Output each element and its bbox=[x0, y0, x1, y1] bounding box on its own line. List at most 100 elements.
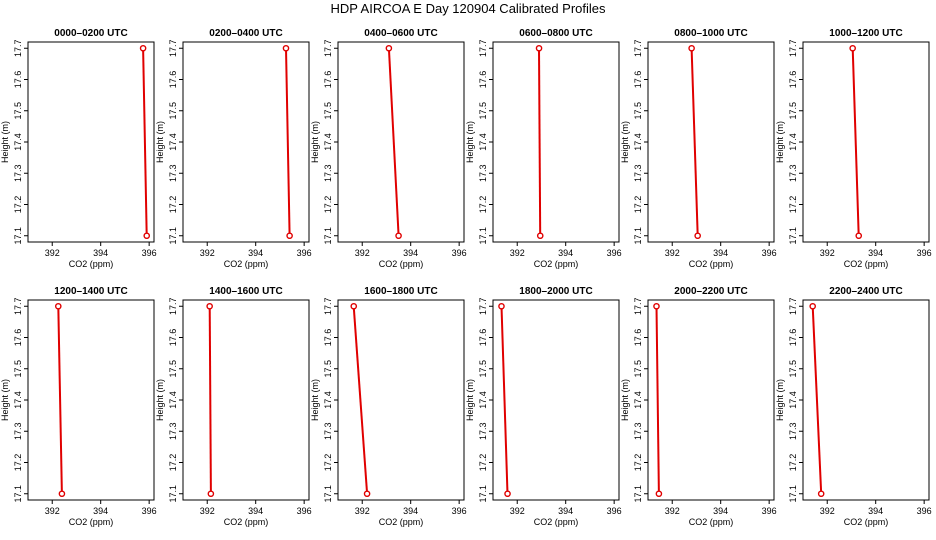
data-point-marker bbox=[207, 490, 215, 498]
data-point-marker bbox=[535, 44, 543, 52]
y-tick-label: 17.1 bbox=[478, 227, 488, 245]
x-tick-label: 394 bbox=[93, 248, 108, 258]
profile-line bbox=[538, 48, 542, 236]
y-tick-label: 17.1 bbox=[788, 227, 798, 245]
data-point-marker bbox=[143, 232, 151, 240]
plot-frame bbox=[492, 41, 620, 243]
y-tick-label: 17.3 bbox=[478, 164, 488, 182]
y-tick-label: 17.2 bbox=[168, 454, 178, 472]
y-tick-label: 17.5 bbox=[168, 102, 178, 120]
y-tick-label: 17.5 bbox=[788, 360, 798, 378]
data-point-marker bbox=[817, 490, 825, 498]
y-tick-label: 17.3 bbox=[633, 422, 643, 440]
data-point-marker bbox=[855, 232, 863, 240]
y-tick-label: 17.4 bbox=[633, 391, 643, 409]
y-axis-label: Height (m) bbox=[465, 379, 475, 421]
x-tick-label: 392 bbox=[820, 248, 835, 258]
panel-title: 2200–2400 UTC bbox=[829, 286, 902, 297]
data-point-marker bbox=[206, 302, 213, 310]
x-axis-label: CO2 (ppm) bbox=[689, 517, 734, 527]
plot-frame bbox=[647, 299, 775, 501]
y-axis-label: Height (m) bbox=[775, 379, 785, 421]
x-tick-label: 394 bbox=[93, 506, 108, 516]
y-tick-label: 17.4 bbox=[323, 391, 333, 409]
y-tick-label: 17.7 bbox=[168, 297, 178, 315]
x-axis-label: CO2 (ppm) bbox=[379, 259, 424, 269]
profile-panel: 0800–1000 UTC 392 394 396 17.1 17.2 17.3 17.4 17… bbox=[620, 28, 777, 269]
x-tick-label: 394 bbox=[248, 248, 263, 258]
y-tick-label: 17.1 bbox=[168, 485, 178, 503]
y-tick-label: 17.7 bbox=[788, 39, 798, 57]
y-tick-label: 17.5 bbox=[323, 102, 333, 120]
y-tick-label: 17.5 bbox=[633, 360, 643, 378]
x-axis-label: CO2 (ppm) bbox=[844, 517, 889, 527]
data-point-marker bbox=[350, 302, 358, 310]
y-tick-label: 17.1 bbox=[478, 485, 488, 503]
data-point-marker bbox=[498, 302, 505, 310]
data-point-marker bbox=[809, 302, 816, 310]
y-tick-label: 17.3 bbox=[788, 422, 798, 440]
y-tick-label: 17.2 bbox=[788, 196, 798, 214]
profile-line bbox=[851, 48, 860, 236]
y-tick-label: 17.6 bbox=[478, 329, 488, 347]
x-axis-label: CO2 (ppm) bbox=[224, 259, 269, 269]
panel-title: 1400–1600 UTC bbox=[209, 286, 282, 297]
y-axis-label: Height (m) bbox=[620, 379, 630, 421]
y-tick-label: 17.6 bbox=[323, 329, 333, 347]
y-tick-label: 17.1 bbox=[788, 485, 798, 503]
profile-line bbox=[387, 48, 400, 236]
y-tick-label: 17.2 bbox=[478, 454, 488, 472]
plot-frame bbox=[337, 299, 465, 501]
data-point-marker bbox=[282, 44, 290, 52]
x-axis-label: CO2 (ppm) bbox=[534, 259, 579, 269]
y-tick-label: 17.6 bbox=[478, 71, 488, 89]
y-tick-label: 17.1 bbox=[633, 227, 643, 245]
x-axis-label: CO2 (ppm) bbox=[224, 517, 269, 527]
plot-frame bbox=[492, 299, 620, 501]
y-tick-label: 17.1 bbox=[633, 485, 643, 503]
y-tick-label: 17.3 bbox=[13, 422, 23, 440]
plot-frame bbox=[27, 41, 155, 243]
y-tick-label: 17.4 bbox=[323, 133, 333, 151]
profile-panel: 1600–1800 UTC 392 394 396 17.1 17.2 17.3 17.4 17… bbox=[310, 286, 467, 527]
x-tick-label: 396 bbox=[297, 248, 312, 258]
x-tick-label: 392 bbox=[355, 506, 370, 516]
profile-line bbox=[57, 306, 63, 494]
figure-title: HDP AIRCOA E Day 120904 Calibrated Profi… bbox=[330, 1, 606, 16]
y-tick-label: 17.2 bbox=[13, 196, 23, 214]
plot-frame bbox=[27, 299, 155, 501]
profile-line bbox=[655, 306, 660, 494]
x-tick-label: 392 bbox=[355, 248, 370, 258]
data-point-marker bbox=[54, 302, 62, 310]
y-tick-label: 17.5 bbox=[478, 360, 488, 378]
panel-title: 1200–1400 UTC bbox=[54, 286, 127, 297]
y-tick-label: 17.3 bbox=[323, 422, 333, 440]
x-tick-label: 392 bbox=[200, 506, 215, 516]
x-axis-label: CO2 (ppm) bbox=[69, 259, 114, 269]
y-tick-label: 17.4 bbox=[633, 133, 643, 151]
profile-panel: 1400–1600 UTC 392 394 396 17.1 17.2 17.3 17.4 17… bbox=[155, 286, 312, 527]
x-axis-label: CO2 (ppm) bbox=[689, 259, 734, 269]
plot-frame bbox=[182, 299, 310, 501]
y-tick-label: 17.4 bbox=[13, 391, 23, 409]
x-tick-label: 394 bbox=[558, 248, 573, 258]
profile-panel: 1200–1400 UTC 392 394 396 17.1 17.2 17.3 17.4 17… bbox=[0, 286, 157, 527]
y-tick-label: 17.2 bbox=[168, 196, 178, 214]
profile-panel: 2000–2200 UTC 392 394 396 17.1 17.2 17.3 17.4 17… bbox=[620, 286, 777, 527]
profile-line bbox=[811, 306, 823, 494]
x-axis-label: CO2 (ppm) bbox=[69, 517, 114, 527]
profile-line bbox=[208, 306, 212, 494]
panel-title: 1000–1200 UTC bbox=[829, 28, 902, 39]
panel-title: 0800–1000 UTC bbox=[674, 28, 747, 39]
x-tick-label: 394 bbox=[403, 506, 418, 516]
y-tick-label: 17.6 bbox=[13, 71, 23, 89]
x-tick-label: 394 bbox=[868, 506, 883, 516]
y-tick-label: 17.7 bbox=[323, 39, 333, 57]
y-tick-label: 17.2 bbox=[633, 454, 643, 472]
y-tick-label: 17.7 bbox=[633, 39, 643, 57]
profile-panel: 0000–0200 UTC 392 394 396 17.1 17.2 17.3 17.4 17… bbox=[0, 28, 157, 269]
data-point-marker bbox=[395, 232, 402, 240]
y-axis-label: Height (m) bbox=[775, 121, 785, 163]
panel-title: 1800–2000 UTC bbox=[519, 286, 592, 297]
